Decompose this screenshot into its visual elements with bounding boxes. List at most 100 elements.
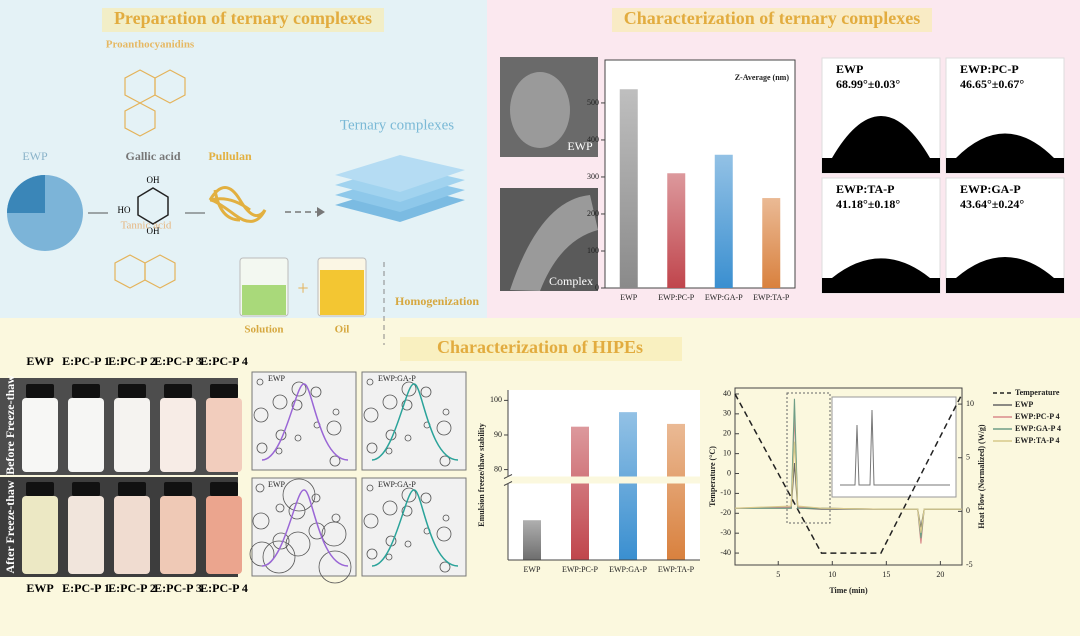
bar xyxy=(714,154,733,288)
droplet-circle xyxy=(256,442,268,454)
droplet xyxy=(822,258,940,293)
x-tick-label: EWP:TA-P xyxy=(658,565,695,574)
arrow-head xyxy=(317,207,325,217)
y-tick-label: 10 xyxy=(723,448,731,457)
y-tick-label: 0 xyxy=(595,283,599,292)
title-highlight xyxy=(400,337,682,361)
droplet-circle xyxy=(385,447,393,455)
ewp-sphere-cut xyxy=(7,175,45,213)
y-tick-label: 20 xyxy=(723,429,731,438)
contact-angle: 41.18°±0.18° xyxy=(836,197,900,211)
size-distribution xyxy=(261,489,349,567)
droplet-circle xyxy=(291,399,303,411)
phase-label: Oil xyxy=(335,324,350,336)
panel-title: Preparation of ternary complexes xyxy=(114,8,372,28)
sample-label: E:PC-P 4 xyxy=(200,581,248,595)
droplet xyxy=(946,133,1064,173)
beaker-liquid xyxy=(320,270,364,315)
droplet-circle xyxy=(311,493,321,503)
sample-label: E:PC-P 3 xyxy=(154,581,202,595)
series-line xyxy=(734,393,963,554)
vial xyxy=(160,398,196,472)
droplet xyxy=(946,257,1064,293)
sample-label: E:PC-P 1 xyxy=(62,581,110,595)
plot-area xyxy=(734,387,963,566)
micrograph-label: EWP xyxy=(268,374,285,383)
x-tick-label: EWP xyxy=(524,565,541,574)
droplet-circle xyxy=(401,505,413,517)
droplet-circle xyxy=(310,386,322,398)
y-tick-label: 30 xyxy=(723,409,731,418)
vial-cap xyxy=(72,384,100,398)
sample-name: EWP:TA-P xyxy=(836,182,894,196)
y-tick-label: -10 xyxy=(720,488,731,497)
y-tick-label: 100 xyxy=(490,395,502,404)
sem-label: EWP xyxy=(567,139,593,153)
droplet-circle xyxy=(382,500,398,516)
micrograph xyxy=(251,477,357,577)
micrograph-label: EWP:GA-P xyxy=(378,480,416,489)
bar xyxy=(619,412,637,560)
inset-curve xyxy=(840,409,950,486)
droplet-circle xyxy=(321,521,347,547)
sample-label: EWP xyxy=(26,354,53,368)
droplet-circle xyxy=(366,548,378,560)
vial xyxy=(68,398,104,472)
title-highlight xyxy=(612,8,932,32)
y-tick-label: 300 xyxy=(587,172,599,181)
compound-label: Tannic acid xyxy=(121,220,172,232)
bar xyxy=(619,89,638,288)
vial-cap xyxy=(26,384,54,398)
vial xyxy=(22,496,58,574)
y2-axis-label: Heat Flow (Normalized) (W/g) xyxy=(977,424,986,529)
droplet-circle xyxy=(385,553,393,561)
x-tick-label: EWP:TA-P xyxy=(753,293,790,302)
micrograph xyxy=(361,477,467,577)
phase-label: Solution xyxy=(244,324,283,336)
sem-label: Complex xyxy=(549,274,593,288)
droplet-circle xyxy=(401,487,417,503)
y-tick-label: -20 xyxy=(720,508,731,517)
droplet-circle xyxy=(252,512,270,530)
y2-tick-label: 5 xyxy=(966,453,970,462)
droplet-circle xyxy=(404,540,412,548)
chem-group: OH xyxy=(147,226,160,236)
y2-tick-label: 10 xyxy=(966,399,974,408)
vial-cap xyxy=(164,384,192,398)
sem-particle xyxy=(510,195,598,291)
droplet-circle xyxy=(436,526,452,542)
bar xyxy=(762,198,781,288)
y-tick-label: -40 xyxy=(720,548,731,557)
sample-label: E:PC-P 3 xyxy=(154,354,202,368)
y-tick-label: 80 xyxy=(494,464,502,473)
sample-label: E:PC-P 2 xyxy=(108,354,156,368)
y-tick-label: 500 xyxy=(587,98,599,107)
vial xyxy=(68,496,104,574)
bar xyxy=(571,426,589,560)
droplet-circle xyxy=(326,420,342,436)
condition-label: After Freeze-thaw xyxy=(3,480,17,574)
vial-cap xyxy=(164,482,192,496)
droplet-circle xyxy=(253,407,269,423)
zoom-box xyxy=(786,392,831,524)
beaker-liquid xyxy=(242,285,286,315)
droplet-circle xyxy=(275,503,285,513)
y2-tick-label: 0 xyxy=(966,506,970,515)
y-tick-label: 100 xyxy=(587,246,599,255)
x-tick-label: EWP:GA-P xyxy=(609,565,647,574)
panel-title: Characterization of ternary complexes xyxy=(624,8,920,28)
vial xyxy=(114,496,150,574)
compound-label: Pullulan xyxy=(208,149,252,163)
micrograph-label: EWP xyxy=(268,480,285,489)
panel-title: Characterization of HIPEs xyxy=(437,337,643,357)
y-tick-label: 200 xyxy=(587,209,599,218)
droplet-circle xyxy=(255,483,265,493)
micrograph xyxy=(361,371,467,471)
break-mark xyxy=(503,474,513,479)
bar xyxy=(667,423,685,560)
micrograph-label: EWP:GA-P xyxy=(378,374,416,383)
vial-cap xyxy=(118,482,146,496)
y-tick-label: 90 xyxy=(494,430,502,439)
y-tick-label: -30 xyxy=(720,528,731,537)
